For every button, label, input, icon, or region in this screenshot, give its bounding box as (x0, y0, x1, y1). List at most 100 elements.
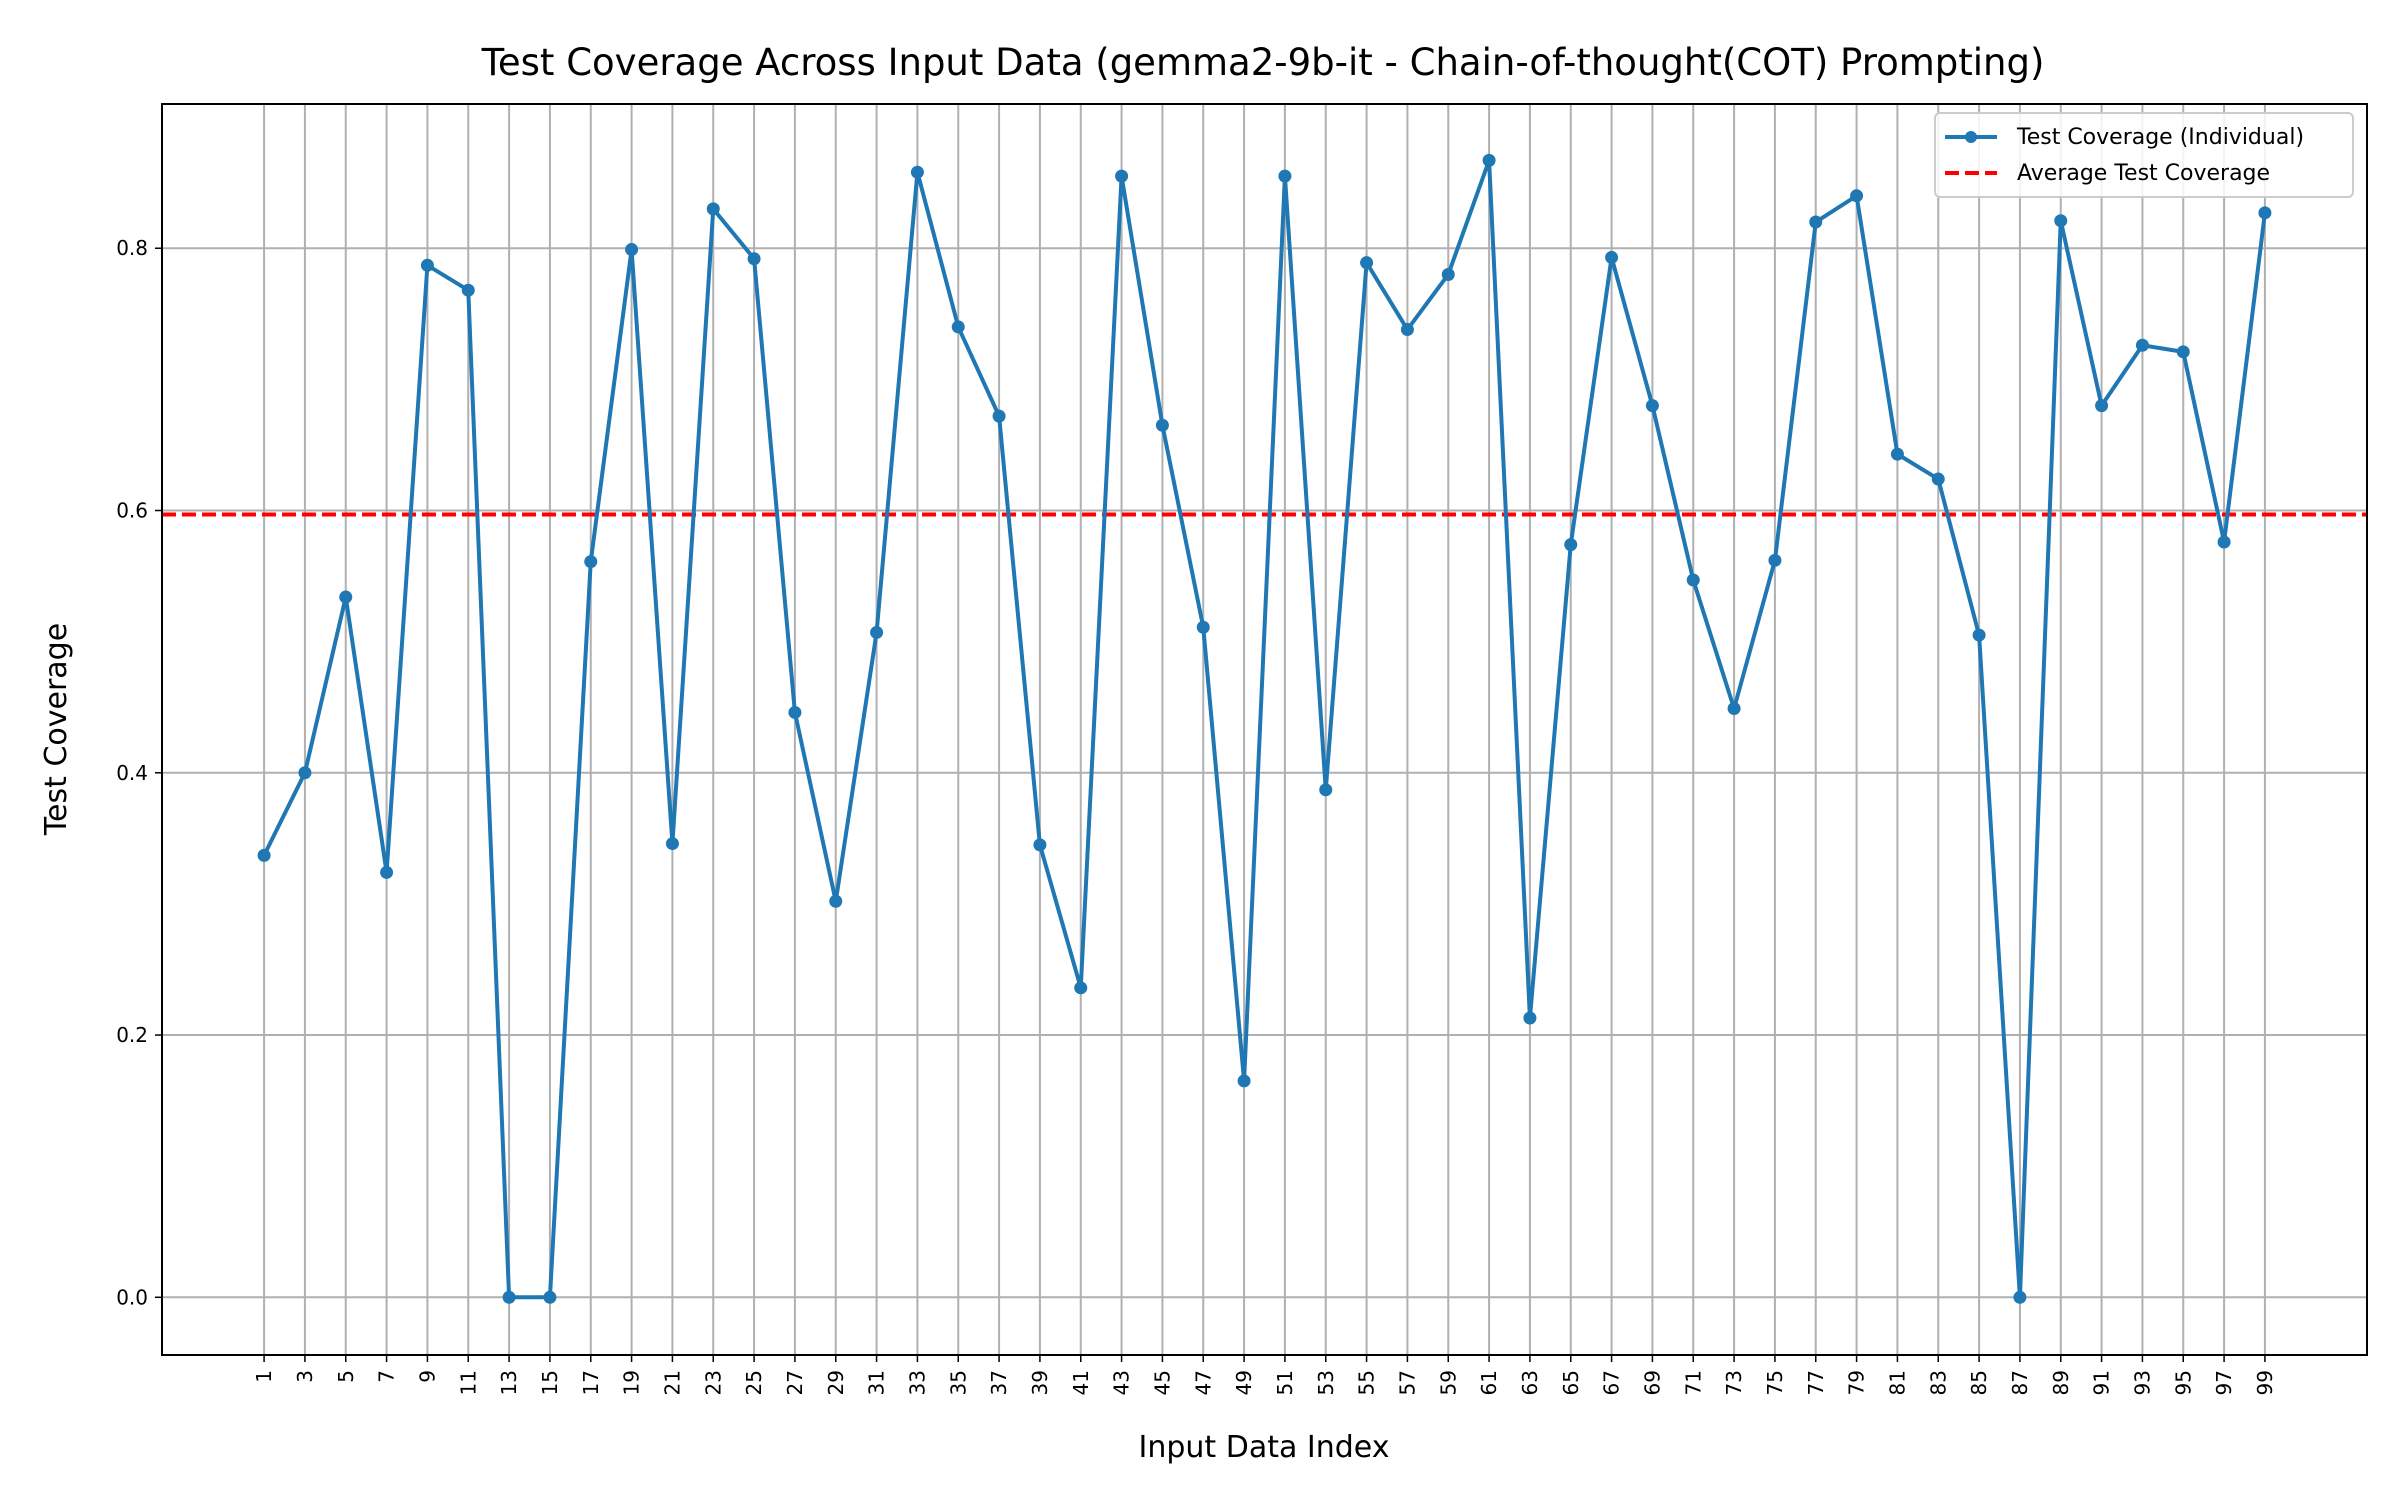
y-tick-label: 0.4 (116, 761, 148, 785)
x-tick-label: 3 (293, 1370, 317, 1383)
data-point (1523, 1011, 1537, 1025)
x-tick-label: 39 (1028, 1370, 1052, 1395)
data-point (298, 766, 312, 780)
data-point (2135, 338, 2149, 352)
data-point (1400, 323, 1414, 337)
x-tick-label: 27 (783, 1370, 807, 1395)
data-point (625, 243, 639, 257)
data-point (706, 202, 720, 216)
x-tick-label: 89 (2049, 1370, 2073, 1395)
x-tick-label: 85 (1967, 1370, 1991, 1395)
y-axis-label: Test Coverage (39, 623, 74, 836)
data-point (1360, 256, 1374, 270)
x-tick-label: 13 (497, 1370, 521, 1395)
series-group (257, 153, 2272, 1304)
data-point (2054, 214, 2068, 228)
x-tick-label: 17 (579, 1370, 603, 1395)
x-tick-label: 55 (1355, 1370, 1379, 1395)
plot-frame (161, 103, 2368, 1356)
series-line (262, 158, 2267, 1300)
x-tick-label: 11 (456, 1370, 480, 1395)
x-tick-label: 23 (701, 1370, 725, 1395)
y-tick-label: 0.2 (116, 1023, 148, 1047)
x-tick-label: 37 (987, 1370, 1011, 1395)
x-tick-label: 45 (1150, 1370, 1174, 1395)
data-point (1482, 153, 1496, 167)
x-tick-label: 91 (2090, 1370, 2114, 1395)
x-tick-label: 59 (1436, 1370, 1460, 1395)
data-point (420, 258, 434, 272)
x-tick-label: 83 (1926, 1370, 1950, 1395)
data-point (992, 409, 1006, 423)
x-tick-label: 47 (1191, 1370, 1215, 1395)
legend-average-label: Average Test Coverage (2017, 161, 2270, 186)
x-tick-label: 1 (252, 1370, 276, 1383)
data-point (1278, 169, 1292, 183)
data-point (380, 865, 394, 879)
x-tick-label: 21 (660, 1370, 684, 1395)
data-point (870, 625, 884, 639)
data-point (1605, 250, 1619, 264)
legend-series-marker (1965, 131, 1977, 143)
x-tick-label: 29 (824, 1370, 848, 1395)
x-tick-label: 69 (1640, 1370, 1664, 1395)
data-point (951, 320, 965, 334)
x-tick-label: 33 (905, 1370, 929, 1395)
x-tick-label: 81 (1885, 1370, 1909, 1395)
data-point (1115, 169, 1129, 183)
x-tick-label: 57 (1395, 1370, 1419, 1395)
x-tick-label: 49 (1232, 1370, 1256, 1395)
x-tick-label: 51 (1273, 1370, 1297, 1395)
x-tick-label: 99 (2253, 1370, 2277, 1395)
x-tick-label: 53 (1314, 1370, 1338, 1395)
x-tick-label: 79 (1845, 1370, 1869, 1395)
x-tick-label: 71 (1681, 1370, 1705, 1395)
data-point (1686, 573, 1700, 587)
data-point (1645, 399, 1659, 413)
data-point (257, 848, 271, 862)
data-point (1972, 628, 1986, 642)
x-tick-label: 15 (538, 1370, 562, 1395)
data-point (2013, 1290, 2027, 1304)
x-tick-label: 73 (1722, 1370, 1746, 1395)
data-point (747, 252, 761, 266)
x-tick-label: 87 (2008, 1370, 2032, 1395)
legend: Test Coverage (Individual) Average Test … (1934, 112, 2354, 198)
data-point (461, 283, 475, 297)
x-tick-label: 31 (865, 1370, 889, 1395)
data-point (1727, 702, 1741, 716)
data-point (1319, 783, 1333, 797)
x-tick-label: 65 (1559, 1370, 1583, 1395)
x-tick-label: 77 (1804, 1370, 1828, 1395)
data-point (1931, 472, 1945, 486)
data-point (1809, 215, 1823, 229)
legend-series-label: Test Coverage (Individual) (2016, 125, 2304, 150)
x-tick-label: 41 (1069, 1370, 1093, 1395)
x-tick-label: 9 (415, 1370, 439, 1383)
x-tick-label: 75 (1763, 1370, 1787, 1395)
data-point (910, 165, 924, 179)
data-point (1074, 981, 1088, 995)
data-point (2217, 535, 2231, 549)
chart-title: Test Coverage Across Input Data (gemma2-… (481, 41, 2045, 84)
data-point (339, 590, 353, 604)
data-point (502, 1290, 516, 1304)
data-point (1564, 538, 1578, 552)
x-tick-label: 5 (334, 1370, 358, 1383)
data-point (2258, 206, 2272, 220)
data-point (584, 555, 598, 569)
data-point (1441, 267, 1455, 281)
x-tick-label: 19 (620, 1370, 644, 1395)
x-tick-label: 93 (2130, 1370, 2154, 1395)
x-tick-label: 63 (1518, 1370, 1542, 1395)
grid-lines (162, 104, 2367, 1355)
y-tick-label: 0.8 (116, 236, 148, 260)
x-axis-label: Input Data Index (1139, 1430, 1390, 1465)
data-point (543, 1290, 557, 1304)
x-tick-label: 95 (2171, 1370, 2195, 1395)
data-point (829, 894, 843, 908)
x-tick-label: 7 (375, 1370, 399, 1383)
data-point (1890, 447, 1904, 461)
